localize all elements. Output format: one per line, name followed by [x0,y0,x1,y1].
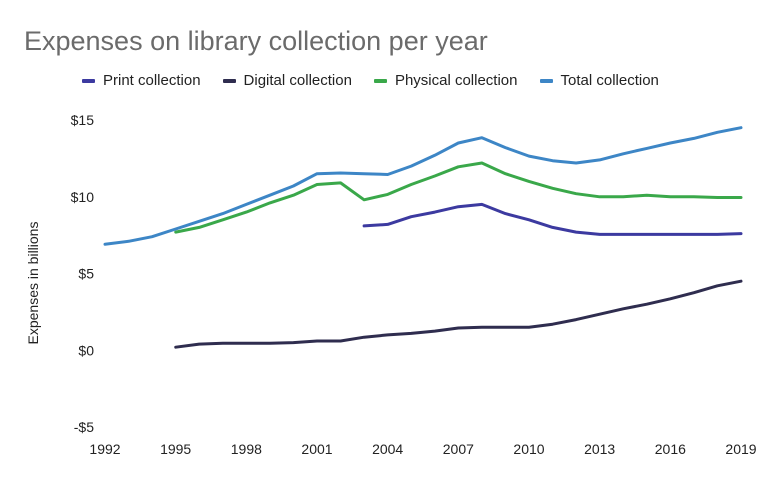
x-tick-label: 2007 [443,441,474,457]
legend-swatch-digital [222,78,236,83]
x-tick-label: 2004 [372,441,403,457]
y-tick-label: $10 [71,189,95,205]
print-collection-line [362,202,743,236]
x-tick-label: 2010 [513,441,544,457]
x-tick-label: 2019 [725,441,756,457]
physical-collection-line [174,161,743,234]
x-tick-label: 2001 [301,441,332,457]
digital-collection-line [174,279,743,349]
y-tick-label: -$5 [74,419,94,435]
legend-item-digital: Digital collection [222,72,352,89]
y-axis-label: Expenses in billions [25,222,41,345]
legend-item-physical: Physical collection [373,72,518,89]
x-tick-label: 1992 [89,441,120,457]
chart-legend: Print collection Digital collection Phys… [82,72,659,89]
legend-label-total: Total collection [560,72,659,89]
legend-swatch-total [539,78,553,83]
y-tick-label: $15 [71,112,95,128]
x-tick-label: 1995 [160,441,191,457]
legend-label-print: Print collection [103,72,201,89]
legend-label-physical: Physical collection [394,72,518,89]
y-tick-label: $5 [78,266,94,282]
legend-swatch-physical [373,78,387,83]
x-tick-label: 1998 [231,441,262,457]
series-lines [103,126,743,349]
y-tick-label: $0 [78,342,94,358]
legend-item-print: Print collection [82,72,201,89]
legend-label-digital: Digital collection [243,72,352,89]
x-tick-label: 2016 [655,441,686,457]
x-axis: 1992 1995 1998 2001 2004 2007 2010 2013 2016 2019 [89,441,756,457]
x-tick-label: 2013 [584,441,615,457]
total-collection-line [103,126,743,246]
legend-swatch-print [82,78,95,83]
chart-title: Expenses on library collection per year [24,26,488,56]
y-axis: -$5 $0 $5 $10 $15 [71,112,95,435]
legend-item-total: Total collection [539,72,659,89]
